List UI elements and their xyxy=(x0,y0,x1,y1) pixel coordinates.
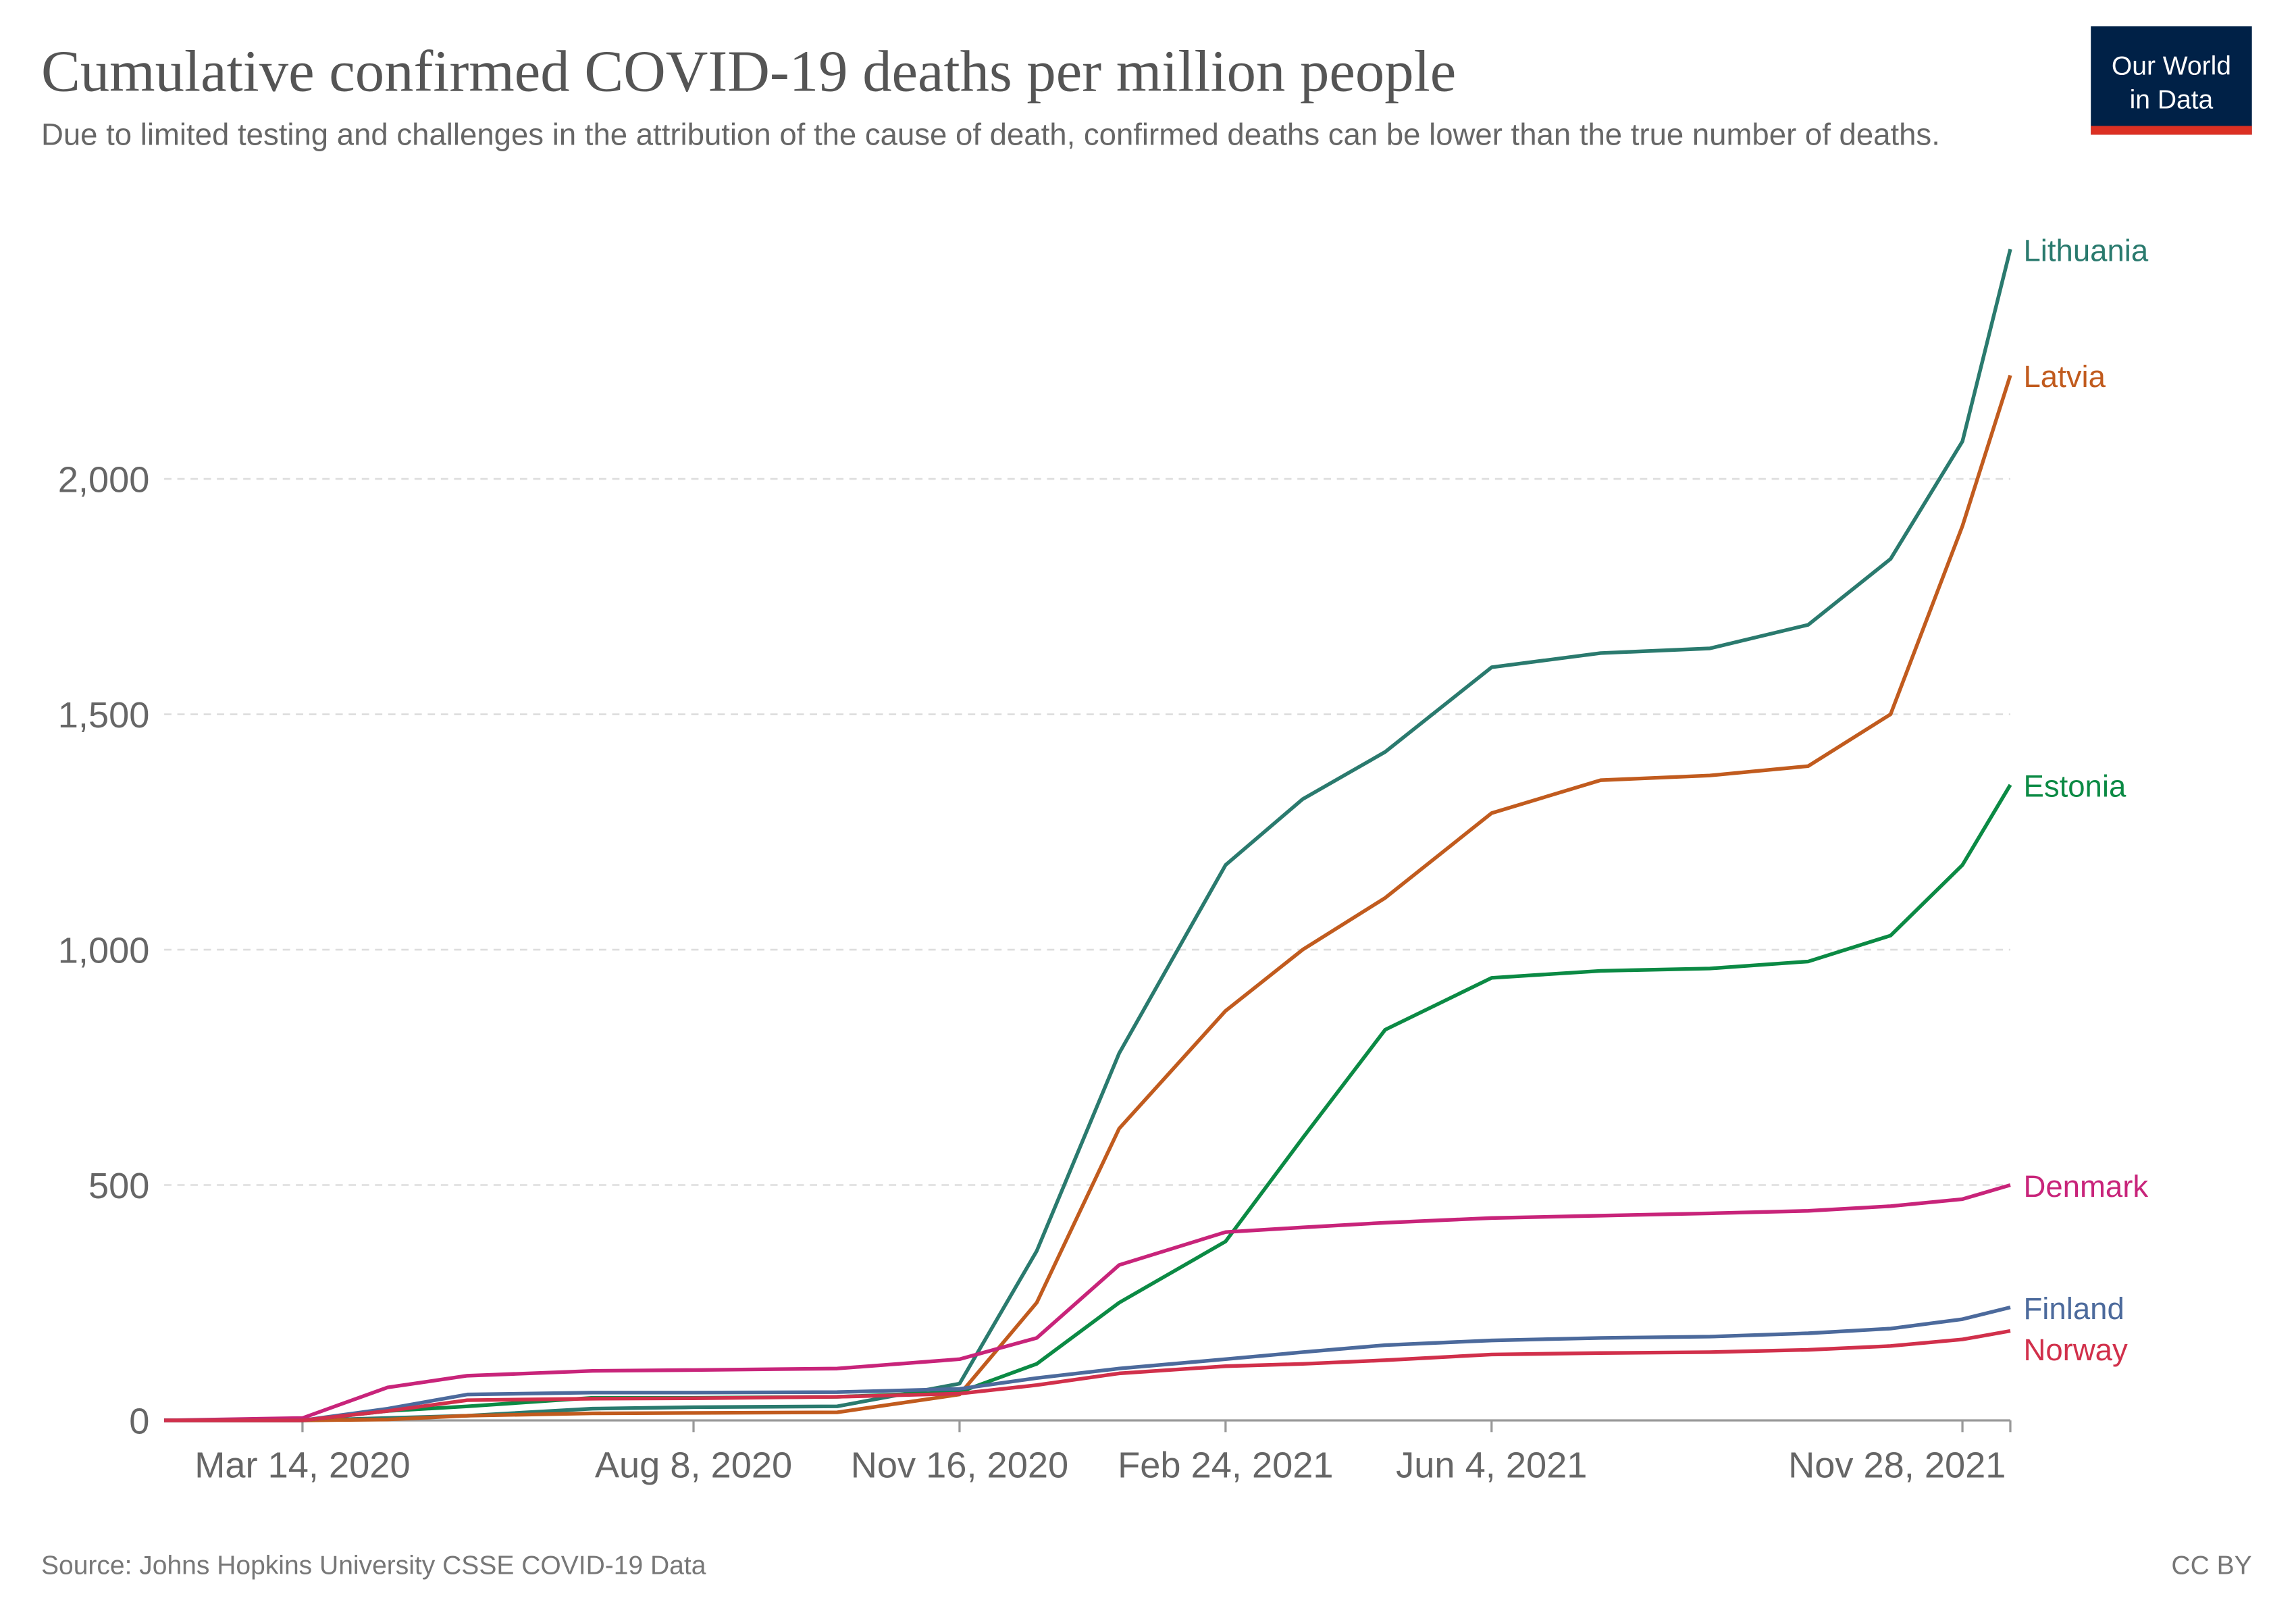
subtitle-box: Due to limited testing and challenges in… xyxy=(41,118,1940,153)
series-label: Norway xyxy=(2023,1333,2128,1367)
plot-area: 0 500 1,000 1,500 2,000 Mar 14, 2020 Aug 8, 20… xyxy=(58,233,2149,1485)
source: Source: Johns Hopkins University CSSE CO… xyxy=(41,1551,706,1580)
x-tick-label: Nov 16, 2020 xyxy=(851,1445,1068,1486)
chart-title: Cumulative confirmed COVID-19 deaths per… xyxy=(41,38,1456,103)
y-tick-label: 2,000 xyxy=(58,460,150,500)
x-tick-label: Jun 4, 2021 xyxy=(1396,1445,1587,1486)
series-label: Denmark xyxy=(2023,1169,2148,1204)
line xyxy=(164,783,2012,1422)
y-tick-label: 1,000 xyxy=(58,931,150,971)
y-tick-label: 500 xyxy=(88,1166,149,1206)
license: CC BY xyxy=(2171,1551,2251,1580)
x-tick-label: Nov 28, 2021 xyxy=(1788,1445,2006,1486)
logo-bar xyxy=(2091,126,2252,135)
line xyxy=(164,374,2012,1422)
line xyxy=(164,1305,2011,1422)
x-tick-label: Feb 24, 2021 xyxy=(1118,1445,1333,1486)
y-tick-label: 1,500 xyxy=(58,695,150,736)
series-label: Latvia xyxy=(2023,359,2106,394)
line xyxy=(164,1183,2011,1422)
logo-box xyxy=(2091,26,2252,135)
logo: Our World in Data xyxy=(2091,26,2252,135)
line xyxy=(164,1329,2011,1422)
x-tick-label: Aug 8, 2020 xyxy=(595,1445,792,1486)
y-tick-label: 0 xyxy=(129,1401,149,1441)
series-label: Lithuania xyxy=(2023,233,2148,267)
series-label: Estonia xyxy=(2023,769,2127,803)
logo-text: in Data xyxy=(2130,85,2214,114)
logo-text: Our World xyxy=(2112,52,2231,81)
series-label: Finland xyxy=(2023,1291,2124,1326)
x-tick-label: Mar 14, 2020 xyxy=(194,1445,410,1486)
chart-subtitle: Due to limited testing and challenges in… xyxy=(41,118,1940,153)
